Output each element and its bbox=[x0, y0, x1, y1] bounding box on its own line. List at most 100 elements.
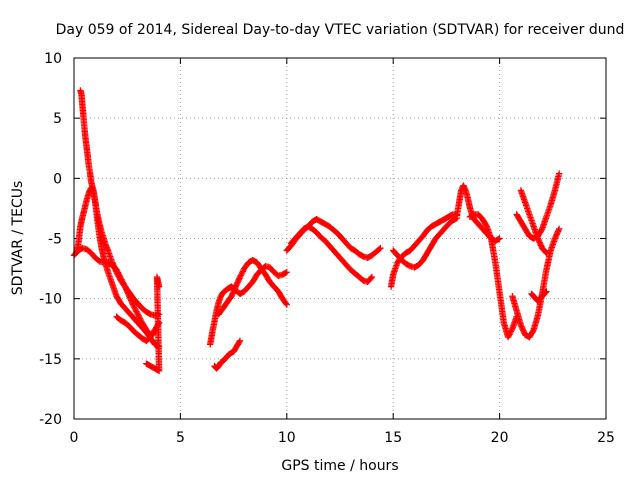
data-point bbox=[117, 275, 125, 282]
data-point bbox=[238, 270, 245, 278]
data-point bbox=[504, 333, 512, 341]
data-point bbox=[116, 272, 123, 279]
data-point bbox=[376, 245, 383, 253]
data-point bbox=[518, 323, 525, 330]
data-point bbox=[236, 337, 244, 344]
data-point bbox=[534, 235, 542, 242]
y-tick-label: 10 bbox=[44, 51, 62, 67]
series-5 bbox=[206, 262, 290, 348]
data-point bbox=[137, 316, 144, 324]
series-6 bbox=[211, 337, 244, 372]
series-1 bbox=[77, 87, 163, 319]
data-point bbox=[543, 249, 550, 257]
data-point bbox=[127, 297, 135, 304]
data-point bbox=[131, 305, 139, 312]
data-point bbox=[118, 276, 125, 283]
data-point bbox=[535, 238, 543, 245]
y-tick-label: -10 bbox=[39, 292, 62, 308]
data-point bbox=[229, 290, 236, 297]
data-point bbox=[551, 235, 559, 242]
data-point bbox=[133, 309, 141, 317]
data-point bbox=[234, 279, 241, 286]
data-point bbox=[121, 282, 128, 289]
data-point bbox=[506, 331, 513, 338]
x-tick-label: 10 bbox=[278, 430, 296, 446]
data-point bbox=[127, 295, 134, 303]
x-tick-label: 0 bbox=[70, 430, 79, 446]
data-point bbox=[282, 269, 289, 276]
data-point bbox=[238, 269, 246, 276]
data-point bbox=[542, 248, 549, 256]
series-16 bbox=[517, 187, 550, 257]
data-point bbox=[368, 273, 376, 281]
data-point bbox=[507, 329, 514, 337]
data-point bbox=[136, 313, 143, 321]
data-point bbox=[122, 284, 129, 292]
series-13 bbox=[466, 211, 520, 341]
data-point bbox=[114, 269, 122, 276]
data-point bbox=[537, 240, 544, 248]
data-point bbox=[129, 301, 137, 308]
y-tick-label: 0 bbox=[53, 171, 62, 187]
data-point bbox=[518, 324, 526, 332]
data-point bbox=[552, 232, 560, 239]
grid-layer bbox=[74, 58, 606, 419]
data-point bbox=[126, 294, 134, 301]
data-point bbox=[128, 298, 135, 305]
data-point bbox=[228, 293, 235, 300]
y-tick-label: -20 bbox=[39, 412, 62, 428]
data-point bbox=[124, 290, 132, 297]
data-point bbox=[135, 312, 142, 319]
data-point bbox=[536, 239, 543, 246]
y-tick-label: -15 bbox=[39, 352, 62, 368]
data-point bbox=[136, 315, 144, 322]
series-15 bbox=[509, 225, 563, 341]
data-point bbox=[535, 236, 542, 244]
data-point bbox=[155, 283, 163, 290]
y-axis-label: SDTVAR / TECUs bbox=[10, 181, 26, 296]
data-point bbox=[554, 229, 561, 237]
data-point bbox=[520, 327, 527, 334]
series-11 bbox=[390, 214, 461, 271]
data-point bbox=[231, 286, 238, 293]
data-point bbox=[239, 268, 247, 275]
data-point bbox=[132, 306, 139, 314]
data-point bbox=[231, 284, 239, 292]
series-8 bbox=[283, 216, 384, 261]
chart-title: Day 059 of 2014, Sidereal Day-to-day VTE… bbox=[56, 22, 625, 38]
data-point bbox=[542, 289, 549, 296]
data-point bbox=[553, 231, 560, 238]
data-point bbox=[228, 291, 236, 299]
series-17 bbox=[528, 288, 550, 305]
data-point bbox=[236, 338, 243, 346]
data-point bbox=[234, 277, 242, 285]
data-point bbox=[233, 280, 241, 288]
data-point bbox=[129, 299, 136, 307]
data-point bbox=[283, 268, 290, 276]
data-point bbox=[123, 286, 130, 293]
data-point bbox=[519, 326, 526, 333]
data-point bbox=[520, 328, 528, 336]
data-point bbox=[232, 283, 239, 290]
data-point bbox=[230, 287, 238, 294]
data-point bbox=[235, 276, 242, 283]
data-point bbox=[555, 227, 562, 234]
data-point bbox=[282, 300, 290, 307]
data-marks-layer bbox=[70, 87, 563, 375]
data-point bbox=[367, 274, 375, 282]
tick-layer: 0 5 10 15 20 25 -20 -15 -10 -5 0 5 10 bbox=[39, 51, 615, 446]
plot-frame bbox=[73, 57, 607, 420]
x-tick-label: 20 bbox=[491, 430, 509, 446]
data-point bbox=[517, 321, 525, 329]
series-10 bbox=[387, 211, 461, 290]
x-tick-label: 5 bbox=[176, 430, 185, 446]
series-7 bbox=[215, 256, 290, 318]
data-point bbox=[452, 215, 460, 222]
data-point bbox=[283, 301, 290, 308]
x-tick-label: 25 bbox=[597, 430, 615, 446]
x-axis-label: GPS time / hours bbox=[281, 458, 398, 474]
data-point bbox=[508, 326, 515, 334]
data-point bbox=[133, 308, 140, 315]
